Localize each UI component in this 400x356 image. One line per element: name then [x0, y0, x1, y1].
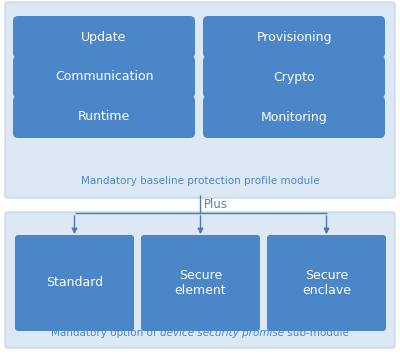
Text: Secure
enclave: Secure enclave: [302, 269, 351, 297]
FancyBboxPatch shape: [5, 2, 395, 198]
Text: Secure
element: Secure element: [175, 269, 226, 297]
Text: Runtime: Runtime: [78, 110, 130, 124]
Text: sub-module: sub-module: [284, 328, 349, 338]
Text: Standard: Standard: [46, 277, 103, 289]
Text: Communication: Communication: [55, 70, 153, 84]
Text: Monitoring: Monitoring: [261, 110, 327, 124]
FancyBboxPatch shape: [203, 56, 385, 98]
FancyBboxPatch shape: [13, 16, 195, 58]
FancyBboxPatch shape: [13, 56, 195, 98]
FancyBboxPatch shape: [203, 96, 385, 138]
FancyBboxPatch shape: [5, 212, 395, 348]
Text: Update: Update: [81, 31, 127, 43]
Text: Crypto: Crypto: [273, 70, 315, 84]
Text: Mandatory baseline protection profile module: Mandatory baseline protection profile mo…: [81, 176, 319, 186]
Text: Provisioning: Provisioning: [256, 31, 332, 43]
Text: Plus: Plus: [204, 198, 228, 211]
FancyBboxPatch shape: [13, 96, 195, 138]
FancyBboxPatch shape: [267, 235, 386, 331]
FancyBboxPatch shape: [203, 16, 385, 58]
FancyBboxPatch shape: [15, 235, 134, 331]
Text: Mandatory option of: Mandatory option of: [51, 328, 160, 338]
FancyBboxPatch shape: [141, 235, 260, 331]
Text: device security promise: device security promise: [160, 328, 284, 338]
